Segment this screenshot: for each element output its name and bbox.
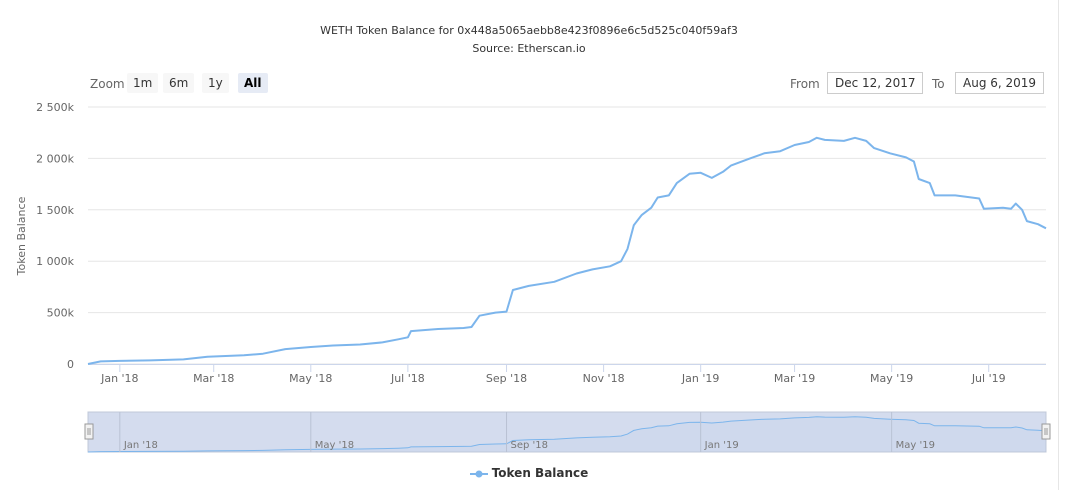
- legend-item-token-balance: Token Balance: [491, 466, 589, 480]
- zoom-1m-button[interactable]: 1m: [127, 73, 159, 93]
- y-tick-label: 2 000k: [36, 152, 74, 165]
- legend-symbol-icon: [469, 470, 488, 477]
- navigator-axis: Jan '18 May '18 Sep '18 Jan '19 May '19: [119, 412, 935, 452]
- navigator-tick-label: May '18: [315, 440, 354, 451]
- zoom-all-button[interactable]: All: [238, 73, 268, 93]
- y-tick-label: 1 000k: [36, 255, 74, 268]
- x-tick-label: May '19: [870, 372, 913, 385]
- navigator-handle-left[interactable]: [84, 423, 94, 440]
- x-tick-label: Mar '18: [193, 372, 234, 385]
- chart-svg: 0 500k 1 000k 1 500k 2 000k 2 500k Jan '18 Mar…: [15, 101, 1051, 453]
- from-date-input[interactable]: Dec 12, 2017: [827, 72, 924, 94]
- navigator-tick-label: Sep '18: [511, 440, 548, 451]
- chart-title: WETH Token Balance for 0x448a5065aebb8e4…: [320, 24, 738, 37]
- from-label: From: [790, 77, 820, 91]
- zoom-1y-button[interactable]: 1y: [202, 73, 229, 93]
- x-tick-label: Jan '19: [681, 372, 719, 385]
- navigator-series-line: [87, 416, 1047, 453]
- navigator-handle-right[interactable]: [1041, 423, 1051, 440]
- chart-subtitle: Source: Etherscan.io: [472, 42, 586, 55]
- y-tick-label: 2 500k: [36, 101, 74, 114]
- zoom-label: Zoom: [90, 77, 125, 91]
- navigator-tick-label: Jan '19: [704, 440, 739, 451]
- y-tick-label: 0: [67, 358, 74, 371]
- grid-lines: [88, 106, 1046, 365]
- navigator-tick-label: Jan '18: [123, 440, 158, 451]
- series-line-token-balance: [87, 136, 1047, 365]
- navigator-series-area: [88, 416, 1046, 452]
- x-tick-label: Jan '18: [100, 372, 138, 385]
- legend[interactable]: Token Balance: [0, 466, 1058, 480]
- y-axis-title: Token Balance: [15, 196, 28, 276]
- zoom-6m-button[interactable]: 6m: [163, 73, 195, 93]
- x-tick-label: Jul '19: [971, 372, 1006, 385]
- x-tick-label: Mar '19: [774, 372, 815, 385]
- to-date-input[interactable]: Aug 6, 2019: [955, 72, 1045, 94]
- navigator-tick-label: May '19: [896, 440, 935, 451]
- navigator: Jan '18 May '18 Sep '18 Jan '19 May '19: [84, 411, 1051, 453]
- to-label: To: [932, 77, 945, 91]
- x-axis: Jan '18 Mar '18 May '18 Jul '18 Sep '18 Nov '…: [88, 364, 1046, 385]
- y-axis: 0 500k 1 000k 1 500k 2 000k 2 500k: [36, 101, 74, 371]
- x-tick-label: Jul '18: [390, 372, 425, 385]
- y-tick-label: 500k: [47, 307, 75, 320]
- x-tick-label: May '18: [289, 372, 332, 385]
- x-tick-label: Nov '18: [583, 372, 625, 385]
- x-tick-label: Sep '18: [486, 372, 527, 385]
- y-tick-label: 1 500k: [36, 204, 74, 217]
